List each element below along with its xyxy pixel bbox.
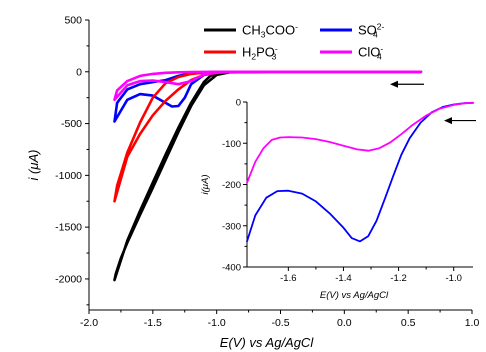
y-axis-title: i (μA) [26,150,41,181]
inset-series-line-1 [246,101,474,184]
inset-y-tick-label: -400 [222,263,241,274]
inset-y-axis-title: i(μA) [200,175,211,195]
legend-label-0: CH3COO- [242,22,298,40]
legend-label-3: ClO-4 [358,44,383,62]
legend-formula-superscript: 2- [377,22,385,32]
y-tick-label: 0 [76,66,82,78]
inset-y-tick-label: -300 [222,221,241,232]
legend-formula-subscript: 2 [251,52,256,62]
x-tick-label: 0.5 [401,317,416,329]
inset-x-axis-title: E(V) vs Ag/AgCl [320,290,389,301]
x-tick-label: -0.5 [271,317,289,329]
y-tick-label: -1000 [55,170,82,182]
main-chart: -2.0 -1.5 -1.0 -0.5 0.0 0.5 1.05000-500-1000-1… [26,15,479,351]
inset-chart: -1.6 -1.4 -1.2 -1.0 0 -100 -200 -300 -400 E(V) vs… [200,98,476,301]
legend-formula-subscript: 3 [272,52,277,62]
y-tick-label: -2000 [55,273,82,285]
inset-y-tick-label: -100 [222,139,241,150]
legend-label-1: SO2-4 [358,22,385,40]
legend-formula-superscript: - [275,44,278,54]
legend-formula-subscript: 4 [373,30,378,40]
legend-formula-part: PO [256,45,275,60]
legend-formula-subscript: 4 [377,52,382,62]
legend-formula-subscript: 3 [261,30,266,40]
x-tick-label: -1.5 [144,317,162,329]
inset-background [247,102,473,267]
legend-label-2: H2PO-3 [242,44,278,62]
legend-formula-part: SO [358,23,377,38]
y-tick-label: -500 [61,118,82,130]
legend-formula-part: H [242,45,251,60]
inset-x-tick-label: -1.4 [335,273,351,284]
y-tick-label: -1500 [55,222,82,234]
x-axis-title: E(V) vs Ag/AgCl [220,335,315,350]
scan-direction-arrow-head [390,80,398,88]
legend-formula-superscript: - [380,44,383,54]
inset-x-tick-label: -1.2 [390,273,406,284]
x-tick-label: -1.0 [208,317,226,329]
inset-y-tick-label: 0 [236,98,241,109]
legend-formula-part: COO [266,23,296,38]
inset-y-tick-label: -200 [222,180,241,191]
legend-formula-part: ClO [358,45,380,60]
legend-formula-superscript: - [295,22,298,32]
legend-formula-part: CH [242,23,261,38]
x-tick-label: 0.0 [337,317,352,329]
x-tick-label: -2.0 [80,317,98,329]
y-tick-label: 500 [64,15,82,27]
x-tick-label: 1.0 [465,317,480,329]
series-line-3 [113,70,423,102]
inset-scan-direction-arrow-head [444,117,452,125]
inset-x-tick-label: -1.0 [446,273,462,284]
inset-x-tick-label: -1.6 [280,273,296,284]
